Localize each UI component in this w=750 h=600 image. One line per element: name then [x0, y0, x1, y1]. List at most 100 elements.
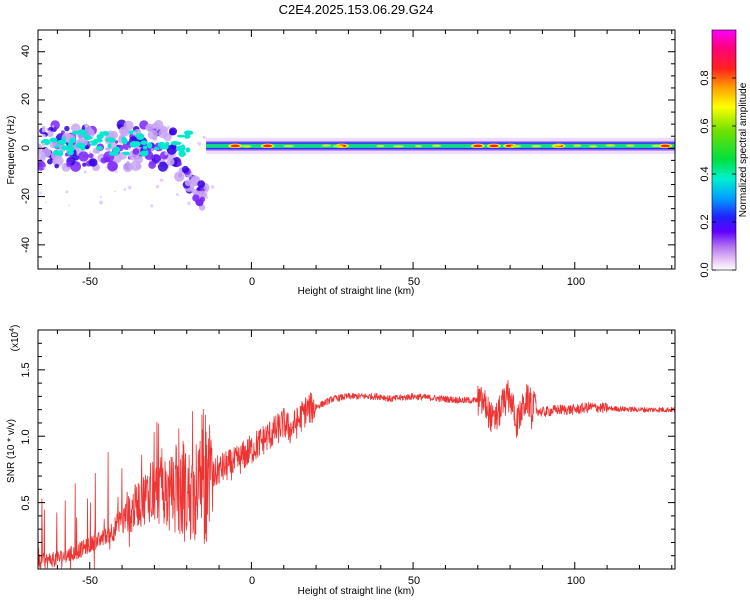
clutter-spot [159, 146, 168, 150]
clutter-spot [75, 142, 86, 149]
clutter-blob [82, 162, 87, 167]
colorbar-tick-0.8: 0.8 [699, 70, 711, 85]
clutter-speck [42, 134, 46, 138]
clutter-speck [107, 142, 110, 145]
clutter-blob [176, 161, 182, 167]
spectrogram-panel: -50 0 50 100 -40 -20 0 20 40 Height of s… [6, 29, 676, 297]
clutter-blob [166, 144, 177, 155]
clutter-blob [41, 147, 52, 158]
clutter-spot [108, 151, 119, 156]
clutter-speck [127, 185, 132, 190]
clutter-blob [103, 156, 111, 163]
clutter-spot [185, 147, 191, 153]
ridge-peak [230, 144, 240, 148]
clutter-spot [147, 142, 153, 149]
ridge-highlight [605, 144, 616, 147]
clutter-spot [93, 138, 103, 143]
clutter-speck [68, 204, 70, 207]
clutter-speck [172, 154, 177, 158]
clutter-blob [66, 161, 72, 167]
clutter-speck [204, 191, 208, 194]
clutter-speck [127, 147, 131, 151]
clutter-spot [153, 146, 160, 151]
clutter-speck [105, 166, 108, 169]
clutter-spot [121, 136, 127, 144]
snr-y-tick-1.0: 1.0 [20, 429, 32, 444]
spec-y-tick-neg40: -40 [20, 237, 32, 253]
clutter-blob [145, 123, 154, 132]
clutter-blob [168, 127, 178, 136]
ridge-highlight [415, 144, 423, 148]
clutter-blob [192, 194, 200, 202]
clutter-blob [166, 158, 175, 166]
ridge-highlight [573, 144, 582, 147]
snr-y-multiplier: (x104) [9, 325, 21, 352]
snr-x-tick-neg50: -50 [82, 575, 98, 587]
ridge-highlight [510, 145, 522, 148]
clutter-speck [164, 151, 168, 156]
snr-frame [37, 329, 676, 570]
clutter-spot [112, 148, 118, 153]
clutter-speck [196, 142, 199, 144]
clutter-speck [202, 135, 206, 140]
snr-x-tick-100: 100 [567, 575, 585, 587]
ridge-highlight [392, 145, 405, 148]
clutter-spot [170, 140, 180, 146]
ridge-highlight [432, 144, 442, 147]
clutter-blob [88, 153, 94, 159]
snr-y-tick-0.5: 0.5 [20, 495, 32, 510]
clutter-speck [157, 162, 160, 166]
snr-line [38, 379, 675, 569]
ridge-highlight [283, 144, 295, 148]
clutter-spot [54, 144, 60, 149]
clutter-spot [105, 137, 116, 143]
clutter-blob [148, 161, 156, 169]
clutter-speck [99, 196, 102, 199]
colorbar-tick-0.6: 0.6 [699, 118, 711, 133]
clutter-spot [49, 137, 58, 143]
ridge-highlight [321, 144, 332, 147]
clutter-blob [47, 130, 54, 138]
snr-panel: -50 0 50 100 0.5 1.0 1.5 (x104) Height o… [6, 325, 676, 597]
spec-y-axis-title: Frequency (Hz) [6, 116, 17, 185]
clutter-speck [114, 170, 118, 174]
clutter-spot [184, 134, 191, 139]
clutter-spot [107, 143, 112, 149]
clutter-speck [166, 125, 171, 129]
clutter-speck [132, 131, 137, 136]
clutter-spot [175, 145, 186, 152]
clutter-blob [150, 148, 154, 152]
clutter-speck [41, 128, 46, 133]
clutter-speck [65, 168, 68, 171]
colorbar-gradient [712, 30, 736, 270]
clutter-speck [39, 191, 42, 195]
clutter-spot [183, 130, 194, 136]
clutter-blob [89, 158, 98, 167]
colorbar-tick-0.2: 0.2 [699, 214, 711, 229]
clutter-blob [197, 187, 201, 191]
clutter-speck [38, 153, 42, 158]
colorbar-tick-0.4: 0.4 [699, 166, 711, 181]
clutter-spot [134, 133, 145, 139]
ridge-highlight [551, 144, 562, 147]
clutter-speck [65, 190, 69, 194]
ridge-highlight [332, 144, 344, 148]
clutter-blob [114, 140, 119, 144]
clutter-speck [210, 185, 215, 189]
clutter-speck [84, 123, 89, 128]
clutter-spot [129, 141, 139, 148]
spec-y-tick-40: 40 [20, 45, 32, 57]
clutter-blob [47, 158, 53, 165]
clutter-blob [132, 148, 140, 155]
clutter-spot [142, 145, 148, 150]
clutter-blob [107, 160, 118, 172]
spectrogram-frame [37, 29, 676, 270]
clutter-speck [123, 188, 127, 191]
clutter-speck [123, 154, 126, 157]
clutter-speck [205, 195, 209, 199]
clutter-blob [135, 163, 142, 170]
clutter-speck [83, 170, 87, 174]
clutter-blob [78, 151, 89, 162]
clutter-speck [51, 125, 55, 128]
clutter-blob [38, 160, 46, 171]
